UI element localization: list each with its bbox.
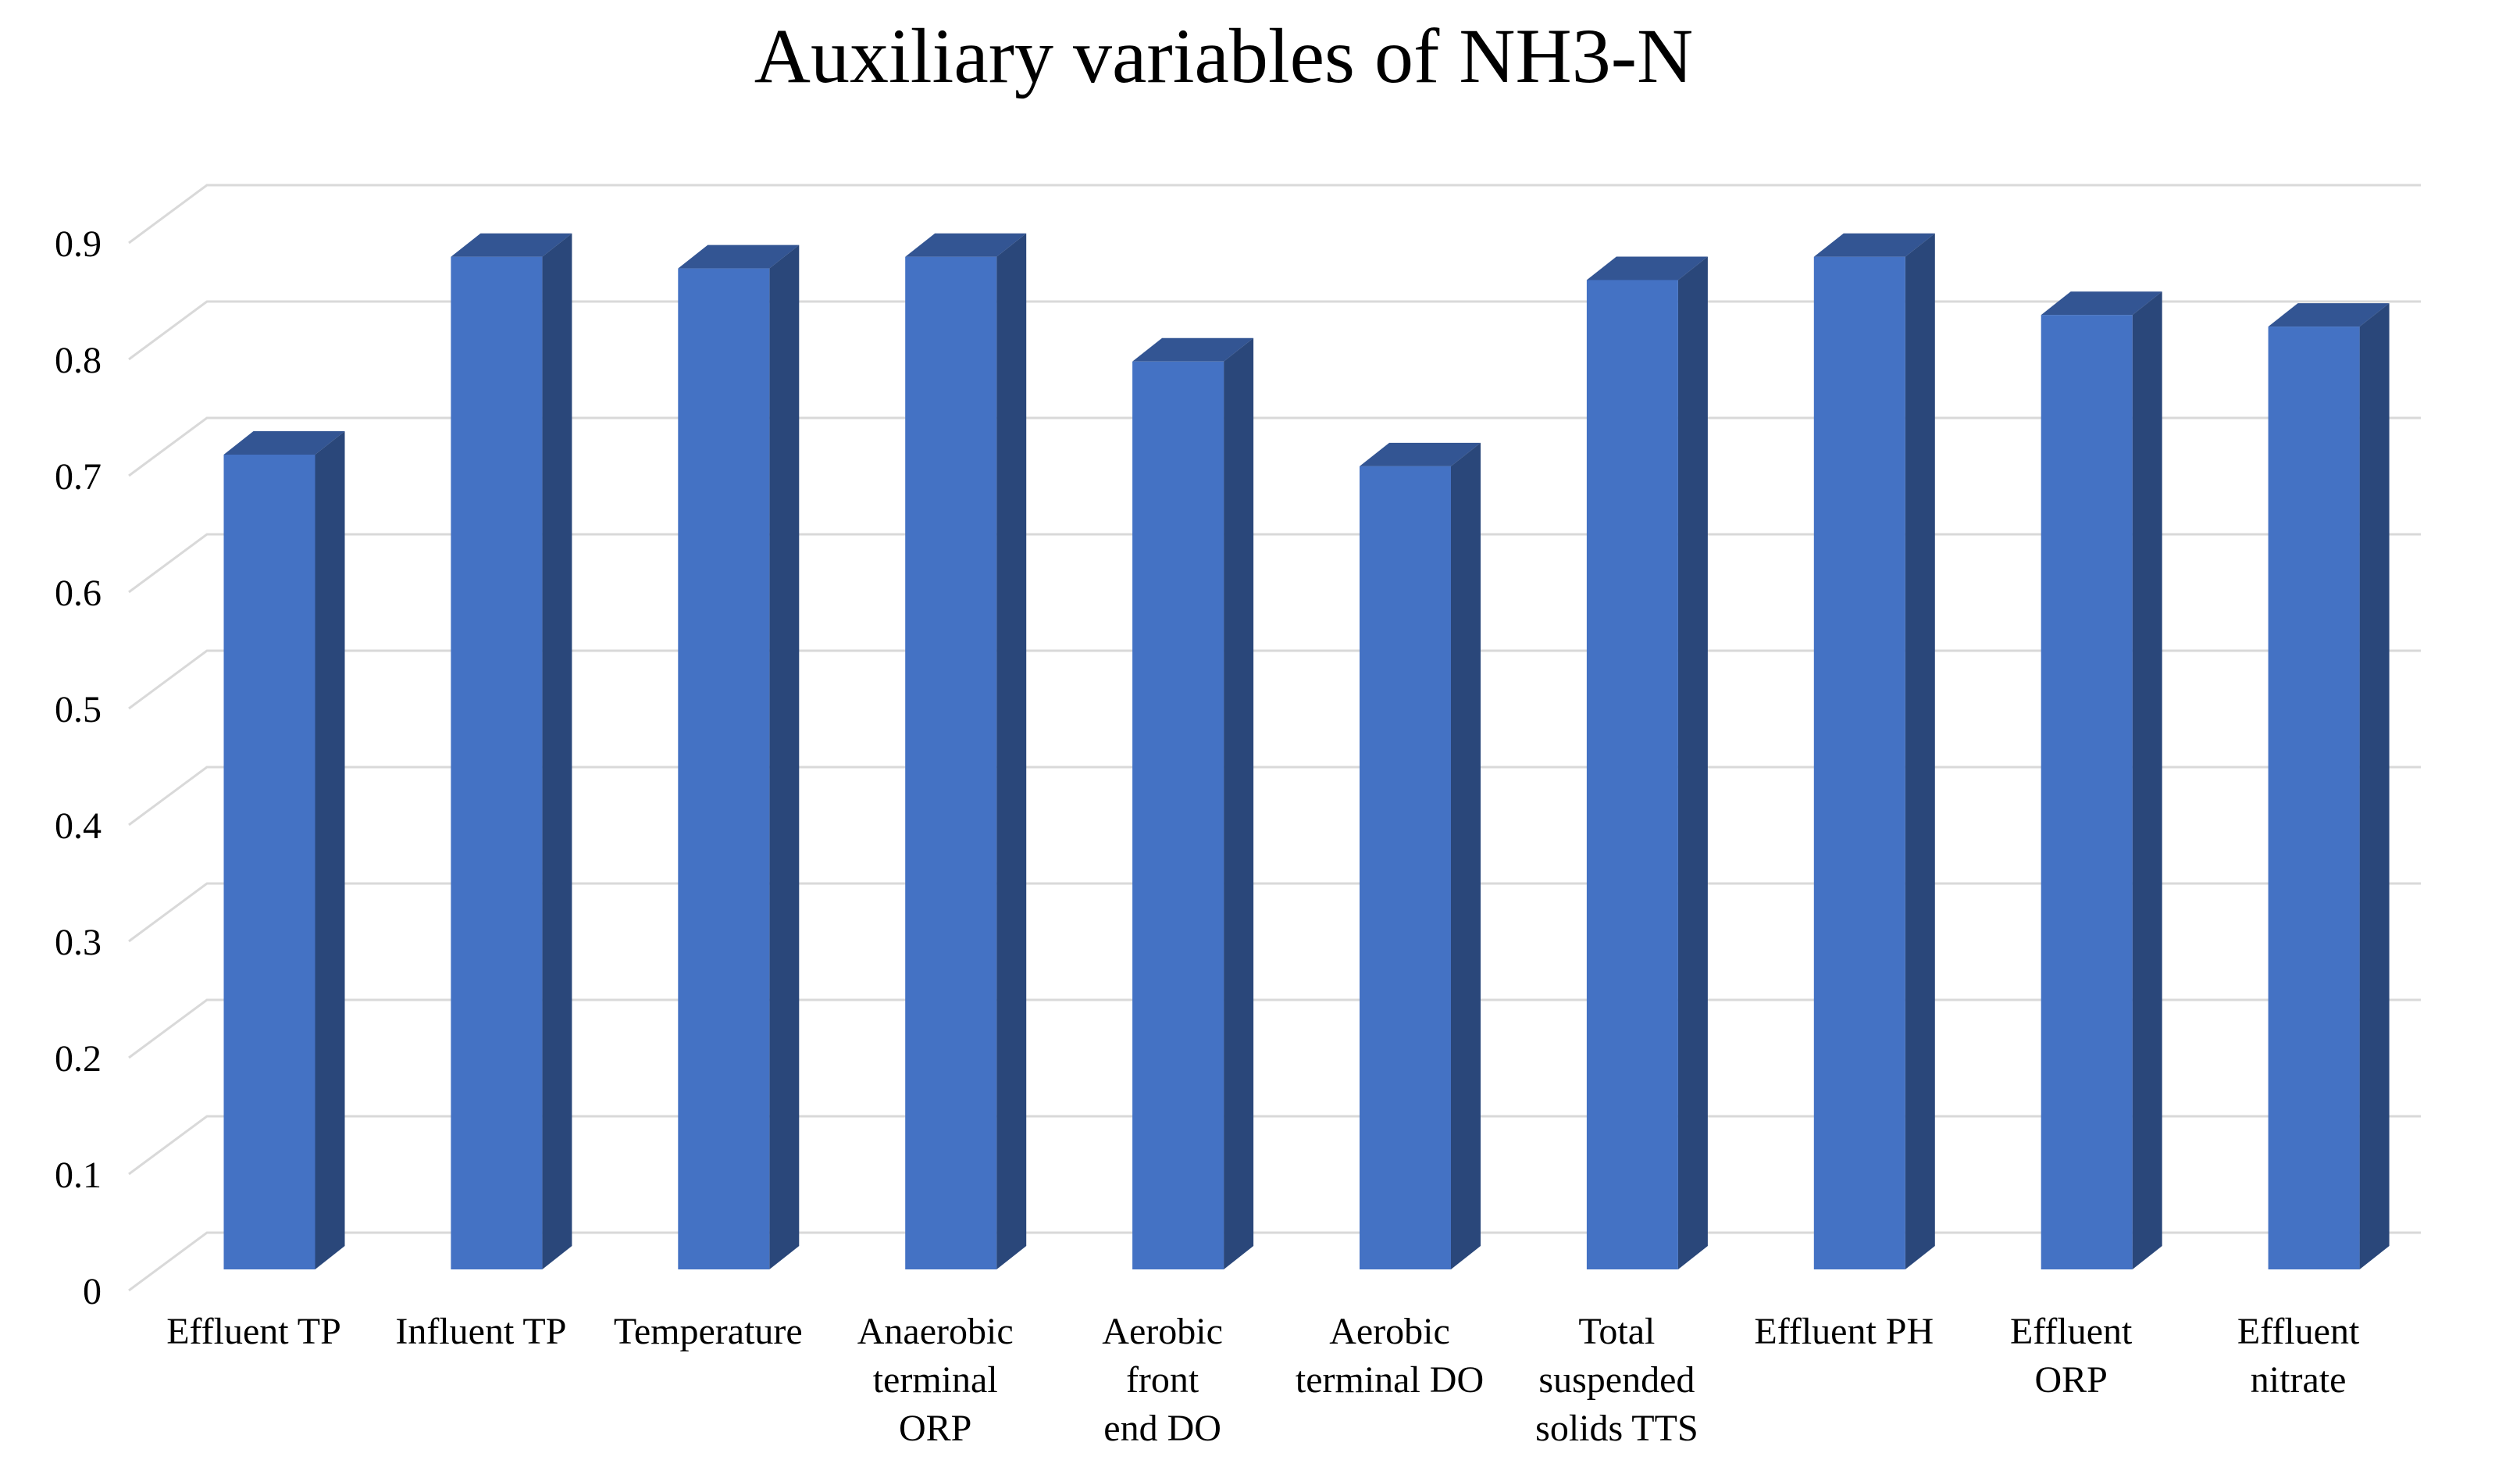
- bar-anaerobic-terminal-orp-front-face: [905, 256, 997, 1270]
- bar-anaerobic-terminal-orp-top-face: [905, 233, 1027, 257]
- bar-total-suspended-solids-tts-side-face: [1677, 256, 1708, 1269]
- bar-total-suspended-solids-tts-top-face: [1586, 256, 1708, 280]
- chart-title: Auxiliary variables of NH3-N: [754, 12, 1693, 99]
- y-tick-label-0.3: 0.3: [55, 922, 102, 963]
- bar-effluent-nitrate: [2268, 303, 2390, 1270]
- gridlines: [128, 184, 2421, 1292]
- bar-temperature-top-face: [678, 245, 800, 269]
- bar-anaerobic-terminal-orp-side-face: [996, 233, 1027, 1270]
- y-tick-label-0.7: 0.7: [55, 456, 102, 498]
- bar-effluent-ph-side-face: [1905, 233, 1935, 1270]
- bar-aerobic-terminal-do-side-face: [1451, 442, 1481, 1269]
- x-category-label-effluent-ph: Effluent PH: [1754, 1311, 1934, 1352]
- y-tick-label-0.2: 0.2: [55, 1038, 102, 1080]
- x-category-label-effluent-orp: Effluent ORP: [2010, 1311, 2133, 1401]
- y-axis-tick-labels: 0 0.1 0.2 0.3 0.4 0.5 0.6 0.7 0.8 0.9: [55, 223, 102, 1312]
- bar-temperature: [678, 245, 800, 1270]
- bar-influent-tp-side-face: [542, 233, 572, 1270]
- x-category-label-anaerobic-terminal-orp: Anaerobic terminal ORP: [857, 1311, 1014, 1449]
- y-tick-label-0.4: 0.4: [55, 805, 102, 847]
- x-category-label-influent-tp: Influent TP: [395, 1311, 566, 1352]
- bar-total-suspended-solids-tts: [1586, 256, 1708, 1269]
- bar-effluent-tp-front-face: [223, 455, 315, 1269]
- y-tick-label-0.8: 0.8: [55, 340, 102, 381]
- x-category-label-temperature: Temperature: [614, 1311, 803, 1352]
- bar-aerobic-front-end-do-top-face: [1132, 337, 1254, 362]
- bar-aerobic-front-end-do-front-face: [1132, 361, 1224, 1269]
- bar-effluent-orp-front-face: [2041, 315, 2133, 1270]
- x-category-label-total-suspended-solids-tts: Total suspended solids TTS: [1535, 1311, 1698, 1449]
- bar-influent-tp: [451, 233, 572, 1270]
- bar-effluent-ph-top-face: [1813, 233, 1935, 257]
- bar-aerobic-front-end-do: [1132, 337, 1254, 1269]
- bar-effluent-orp-top-face: [2041, 291, 2162, 316]
- bar-influent-tp-front-face: [451, 256, 543, 1270]
- x-category-label-effluent-nitrate: Effluent nitrate: [2237, 1311, 2360, 1401]
- bar-temperature-side-face: [769, 245, 800, 1270]
- bar-effluent-tp-top-face: [223, 431, 345, 455]
- bar-effluent-ph-front-face: [1813, 256, 1905, 1270]
- bar-influent-tp-top-face: [451, 233, 572, 257]
- x-category-label-effluent-tp: Effluent TP: [166, 1311, 341, 1352]
- bar-total-suspended-solids-tts-front-face: [1586, 280, 1678, 1269]
- bar-effluent-nitrate-side-face: [2359, 303, 2390, 1270]
- y-tick-label-0: 0: [83, 1271, 102, 1312]
- x-axis-category-labels: Effluent TP Influent TP Temperature Anaerob…: [166, 1311, 2360, 1449]
- y-tick-label-0.6: 0.6: [55, 573, 102, 614]
- bar-effluent-nitrate-front-face: [2268, 327, 2360, 1270]
- bar-effluent-nitrate-top-face: [2268, 303, 2390, 327]
- bar-temperature-front-face: [678, 268, 770, 1270]
- y-tick-label-0.9: 0.9: [55, 223, 102, 265]
- y-tick-label-0.5: 0.5: [55, 689, 102, 730]
- x-category-label-aerobic-terminal-do: Aerobic terminal DO: [1296, 1311, 1484, 1401]
- bar-effluent-orp: [2041, 291, 2162, 1270]
- bar-effluent-tp: [223, 431, 345, 1269]
- gridline-0.9: [128, 184, 2421, 245]
- bar-anaerobic-terminal-orp: [905, 233, 1027, 1270]
- bar-effluent-ph: [1813, 233, 1935, 1270]
- y-tick-label-0.1: 0.1: [55, 1155, 102, 1196]
- bar-aerobic-terminal-do-top-face: [1360, 442, 1481, 466]
- bar-aerobic-terminal-do-front-face: [1360, 466, 1451, 1269]
- bar-aerobic-front-end-do-side-face: [1224, 337, 1254, 1269]
- bar-effluent-orp-side-face: [2132, 291, 2162, 1270]
- bars: [223, 233, 2390, 1270]
- bar-aerobic-terminal-do: [1360, 442, 1481, 1269]
- bar-effluent-tp-side-face: [315, 431, 345, 1269]
- x-category-label-aerobic-front-end-do: Aerobic front end DO: [1102, 1311, 1223, 1449]
